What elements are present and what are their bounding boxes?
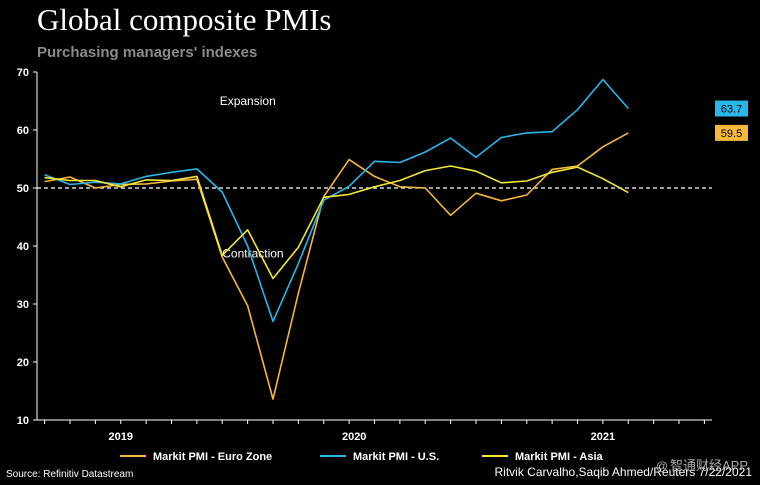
y-tick-label: 30 <box>17 299 29 311</box>
series-line-asia <box>44 165 629 280</box>
end-label-box <box>715 124 748 141</box>
end-label-euro: 59.5 <box>715 124 748 141</box>
legend-label: Markit PMI - U.S. <box>353 451 439 463</box>
series-line-euro-zone <box>44 132 629 400</box>
y-tick-label: 10 <box>17 415 29 427</box>
legend-entry: Markit PMI - Euro Zone <box>120 451 272 463</box>
annotation-contraction: Contraction <box>222 247 283 261</box>
x-tick-label: 2019 <box>108 431 132 443</box>
end-label-text: 59.5 <box>721 128 742 140</box>
y-tick-label: 20 <box>17 357 29 369</box>
legend-entry: Markit PMI - U.S. <box>320 451 439 463</box>
legend-label: Markit PMI - Euro Zone <box>153 451 272 463</box>
y-tick-label: 70 <box>17 67 29 79</box>
annotation-expansion: Expansion <box>220 94 276 108</box>
y-tick-label: 60 <box>17 125 29 137</box>
end-label-text: 63.7 <box>721 104 742 116</box>
watermark: @ 智通财经APP <box>656 455 748 474</box>
speech-bubble-icon: @ <box>655 459 668 473</box>
credit-note: Ritvik Carvalho,Saqib Ahmed/Reuters 7/22… <box>494 465 752 479</box>
y-tick-label: 40 <box>17 241 29 253</box>
source-note: Source: Refinitiv Datastream <box>6 469 134 480</box>
y-tick-label: 50 <box>17 183 29 195</box>
chart-title: Global composite PMIs <box>37 2 332 37</box>
legend-entry: Markit PMI - Asia <box>482 451 603 463</box>
chart-subtitle: Purchasing managers' indexes <box>37 44 258 61</box>
x-tick-label: 2021 <box>591 431 615 443</box>
legend-label: Markit PMI - Asia <box>515 451 603 463</box>
end-label-box <box>715 100 748 117</box>
series-line-us <box>44 78 629 323</box>
watermark-text: 智通财经APP <box>669 458 748 473</box>
end-label-us: 63.7 <box>715 100 748 117</box>
x-tick-label: 2020 <box>342 431 366 443</box>
